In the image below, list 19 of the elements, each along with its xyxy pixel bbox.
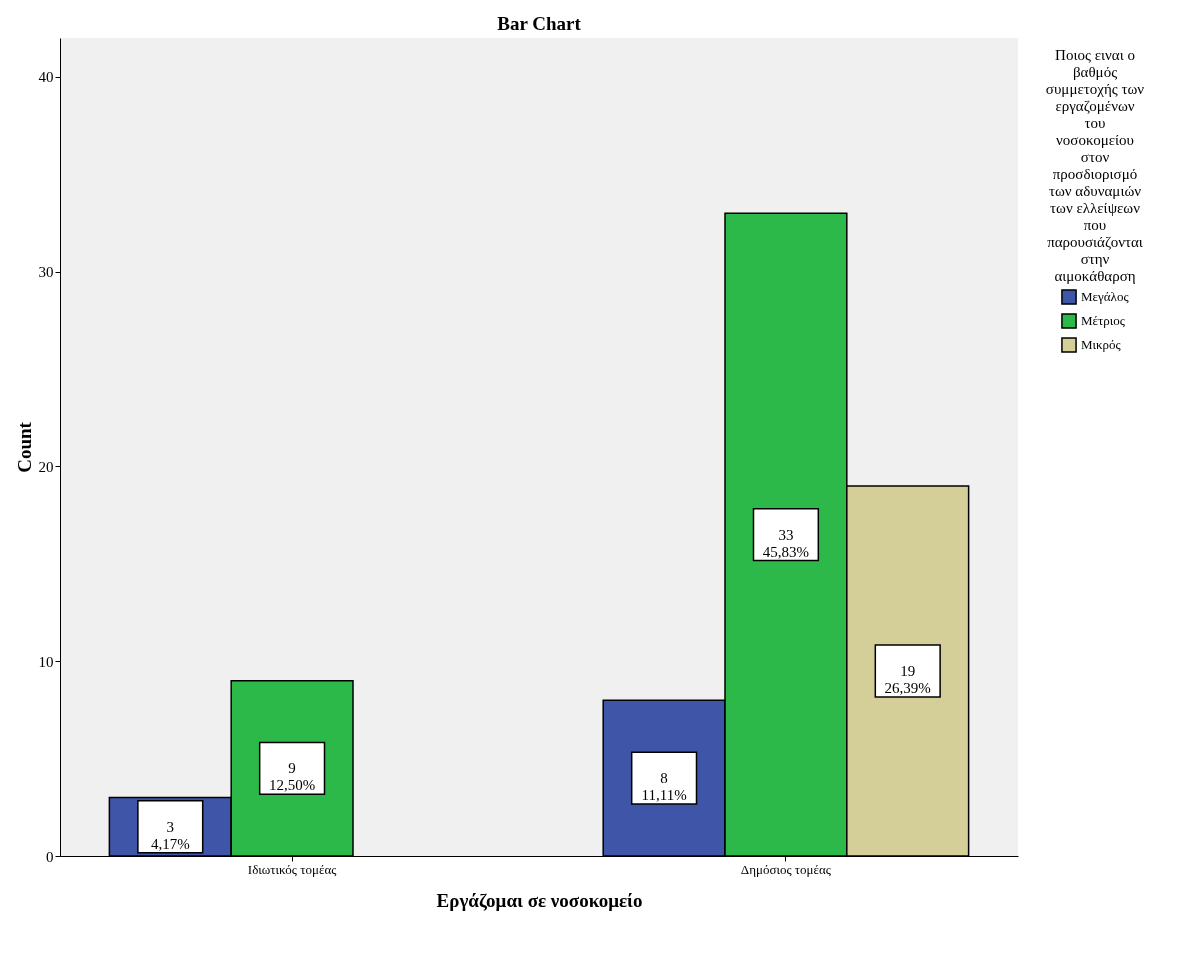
x-tick-label: Δημόσιος τομέας — [740, 861, 832, 877]
y-tick-label: 30 — [38, 264, 54, 281]
y-axis-title: Count — [13, 421, 35, 473]
y-tick-label: 40 — [38, 69, 54, 86]
data-label: 9 12,50% — [268, 760, 316, 794]
chart-title: Bar Chart — [497, 13, 582, 34]
text: Ποιος ειναι ο βαθμός συμμετοχής των εργαζομένων του νοσοκομείου στον προσδιορισμό των αδυναμιών των ελλείψεων που παρουσιάζονται στην αιμοκάθαρση — [1045, 47, 1145, 284]
data-label: 19 26,39% — [884, 662, 931, 696]
x-tick-label: Ιδιωτικός τομέας — [247, 861, 338, 877]
y-tick-label: 10 — [38, 653, 54, 670]
x-axis-title: Εργάζομαι σε νοσοκομείο — [436, 889, 643, 911]
legend-label: Μεγάλος — [1081, 289, 1130, 304]
legend-label: Μικρός — [1081, 337, 1122, 352]
y-tick-label: 20 — [38, 458, 54, 475]
y-tick-label: 0 — [46, 848, 54, 865]
data-label: 3 4,17% — [150, 818, 190, 852]
legend-label: Μέτριος — [1081, 313, 1126, 328]
data-label: 8 11,11% — [641, 770, 687, 804]
data-label: 33 45,83% — [762, 526, 810, 560]
